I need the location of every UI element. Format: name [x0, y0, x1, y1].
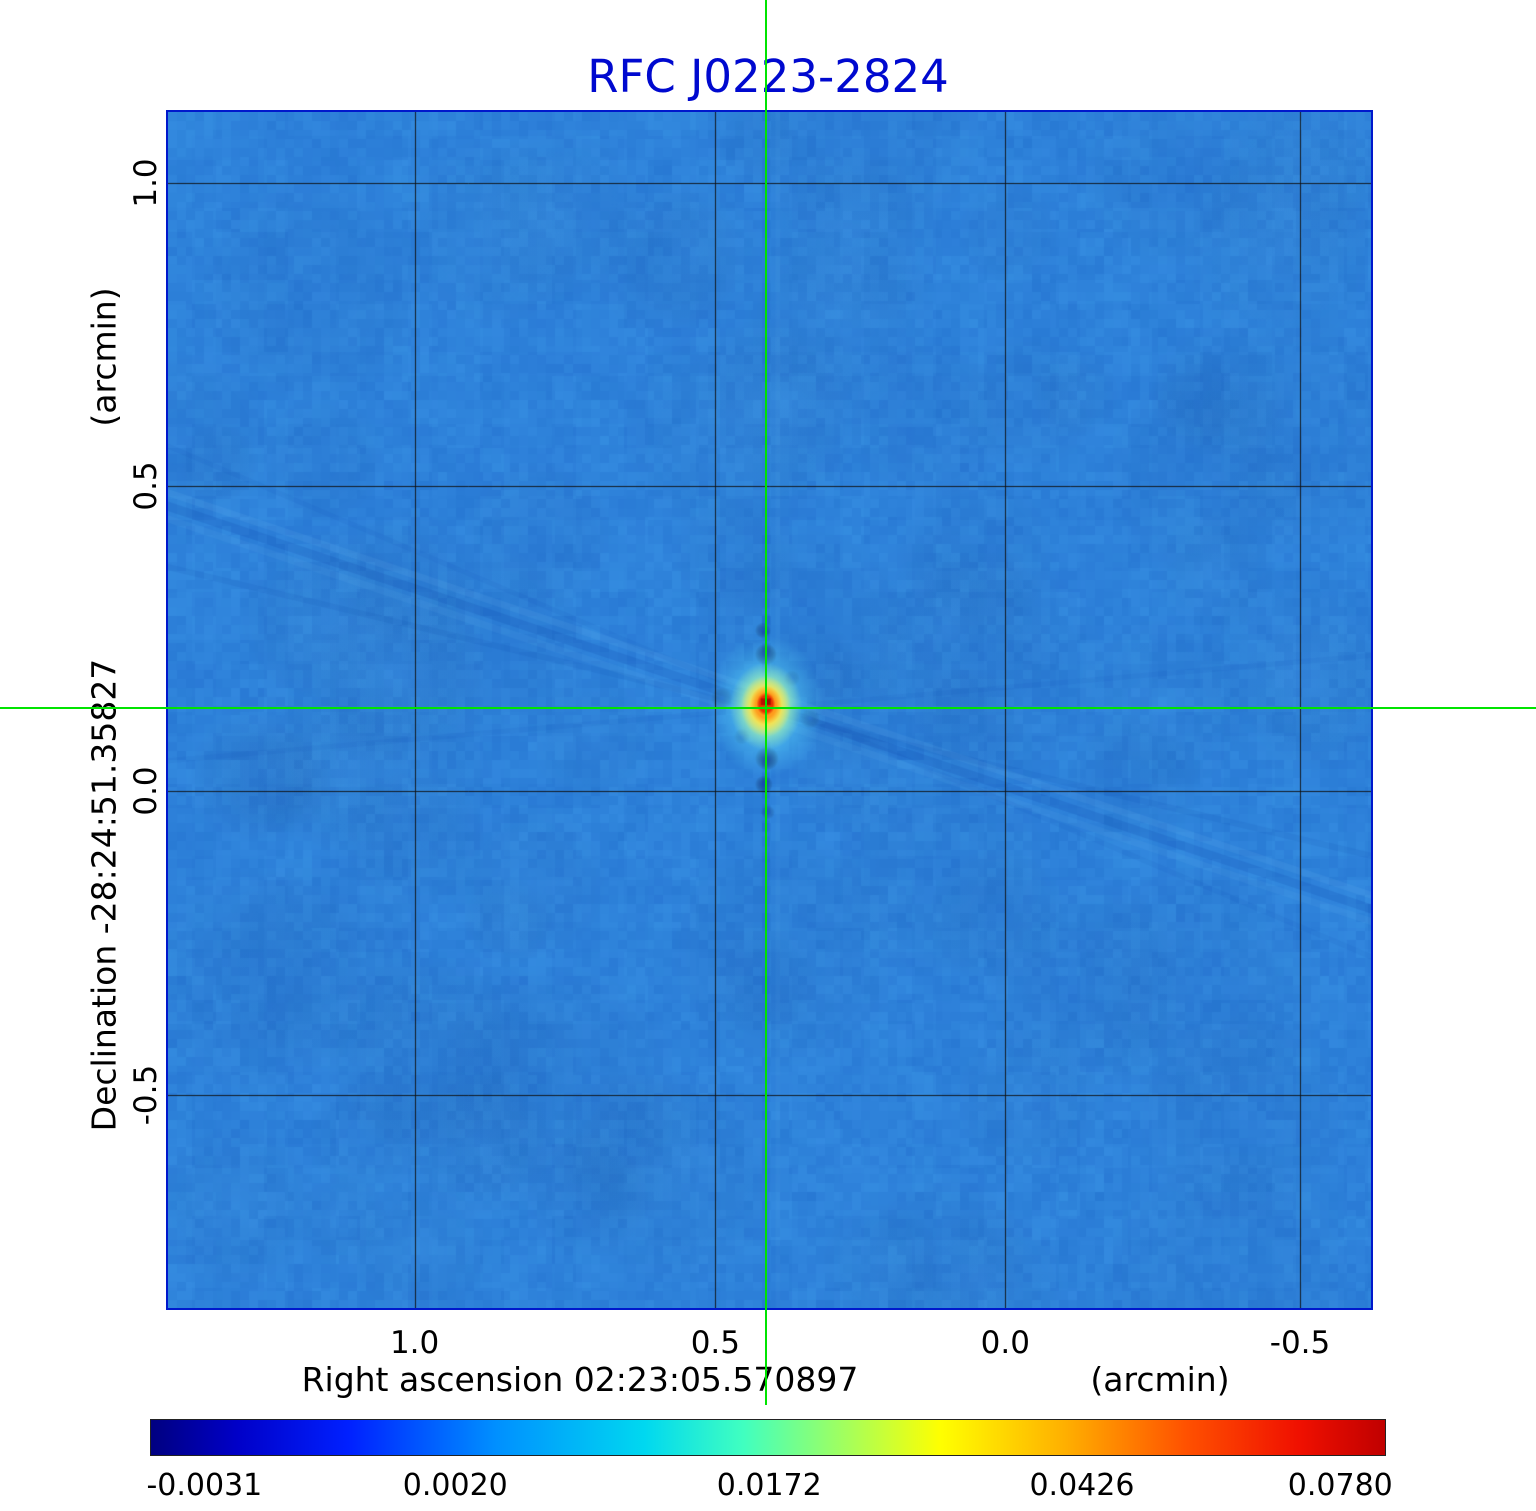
x-tick-label: 0.0: [980, 1325, 1030, 1361]
y-tick-label: -0.5: [128, 1064, 164, 1126]
y-tick-label: 1.0: [128, 157, 164, 208]
x-tick-label: 0.5: [690, 1325, 741, 1361]
colorbar-tick-label: 0.0020: [402, 1468, 508, 1503]
crosshair-vertical-line: [765, 0, 767, 1405]
heatmap-canvas: [168, 112, 1371, 1308]
crosshair-horizontal-line: [0, 707, 1536, 709]
colorbar-tick-label: 0.0426: [1029, 1468, 1135, 1503]
x-axis-label: Right ascension 02:23:05.570897: [301, 1360, 859, 1399]
y-tick-label: 0.0: [128, 766, 164, 816]
x-tick-label: 1.0: [389, 1325, 440, 1361]
colorbar-tick-label: -0.0031: [146, 1468, 263, 1503]
y-axis-unit: (arcmin): [84, 287, 124, 427]
x-tick-label: -0.5: [1269, 1325, 1331, 1361]
y-axis-label: Declination -28:24:51.35827: [84, 658, 124, 1132]
chart-title: RFC J0223-2824: [587, 50, 949, 103]
x-axis-unit: (arcmin): [1090, 1360, 1230, 1399]
colorbar-tick-label: 0.0780: [1287, 1468, 1393, 1503]
colorbar: [150, 1419, 1386, 1456]
colorbar-tick-label: 0.0172: [716, 1468, 822, 1503]
sky-map: [166, 110, 1373, 1310]
y-tick-label: 0.5: [128, 461, 164, 511]
